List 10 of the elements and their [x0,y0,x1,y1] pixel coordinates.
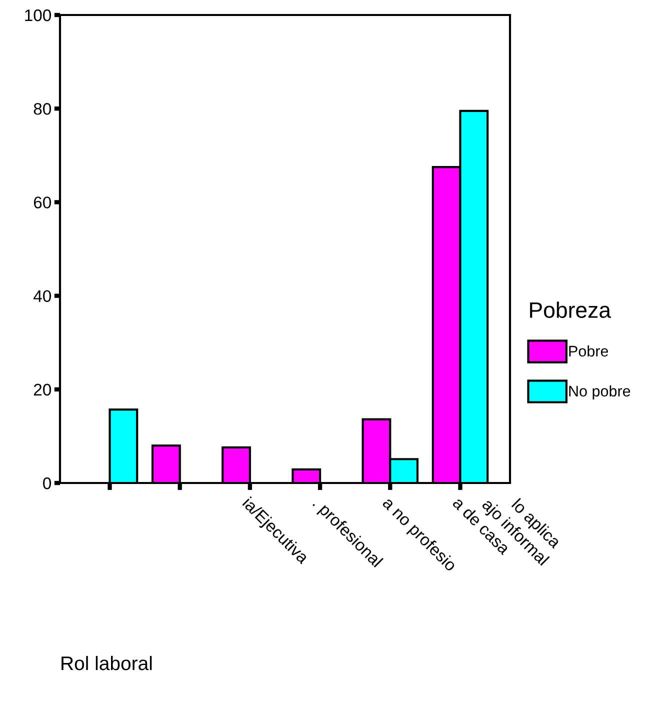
y-tick-label: 40 [34,290,52,302]
y-tick-label: 80 [34,103,52,115]
y-tick-label: 100 [25,9,52,22]
y-tick-label: 0 [43,477,52,490]
legend-title: Pobreza [530,302,612,318]
y-tick-label: 20 [34,384,52,396]
x-axis-title: Rol laboral [62,656,152,670]
legend-label: Pobre [569,345,608,357]
legend-label: No pobre [569,385,630,400]
y-tick-label: 60 [34,196,52,208]
